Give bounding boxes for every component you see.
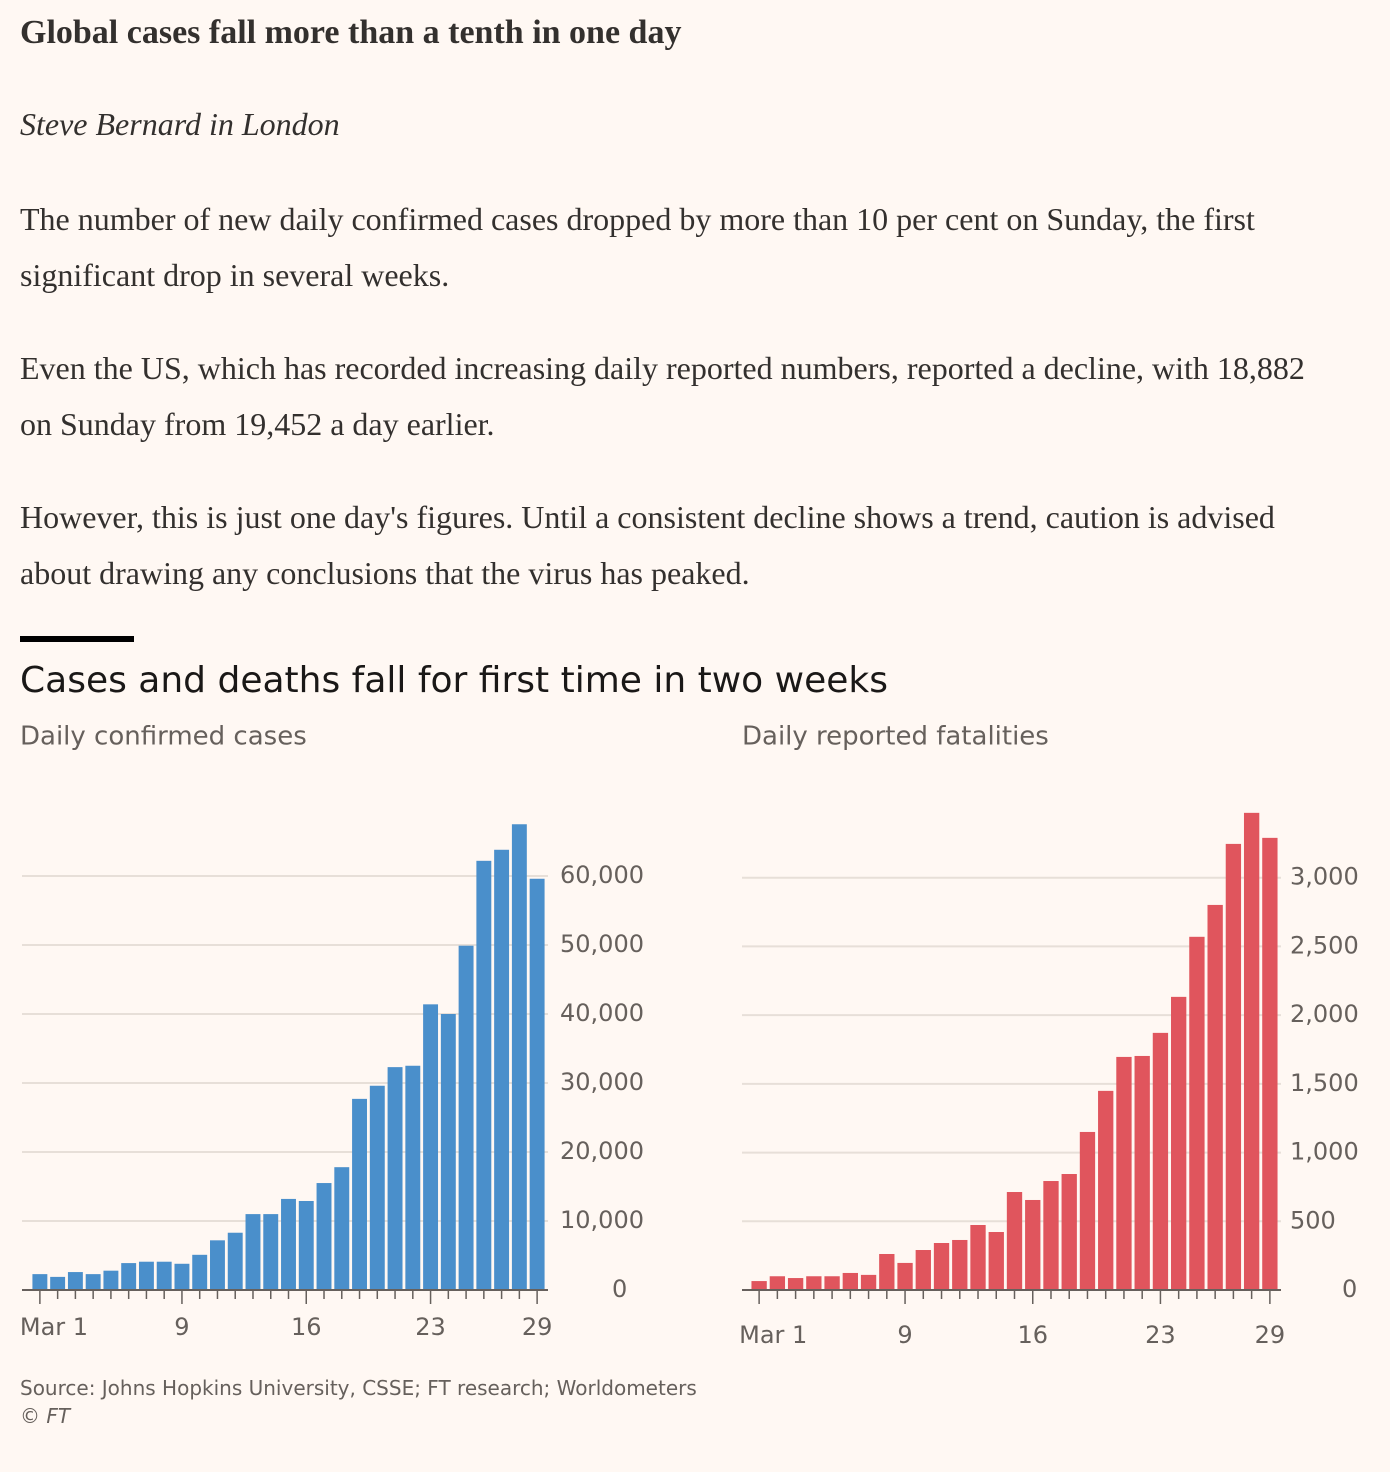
figure-title: Cases and deaths fall for first time in … (20, 660, 888, 701)
bar (32, 1274, 48, 1290)
bar (494, 849, 510, 1290)
bar (103, 1270, 119, 1290)
x-tick-label: 16 (1017, 1321, 1048, 1349)
bar (933, 1242, 950, 1290)
bar (387, 1067, 403, 1290)
bar (879, 1253, 895, 1290)
bar (1262, 837, 1278, 1290)
y-tick-label: 60,000 (560, 861, 644, 889)
bar (85, 1274, 101, 1290)
bar (281, 1198, 296, 1290)
y-tick-label: 10,000 (560, 1206, 644, 1234)
x-tick-label: 23 (1145, 1321, 1176, 1349)
bar (897, 1262, 913, 1290)
bar (50, 1276, 66, 1290)
bar (405, 1065, 421, 1290)
bar (1098, 1090, 1114, 1290)
bar (806, 1276, 822, 1290)
bar (1025, 1199, 1041, 1290)
bar (1225, 843, 1242, 1290)
bar (263, 1214, 279, 1290)
bar (227, 1232, 243, 1290)
bar (915, 1250, 931, 1290)
x-tick-label: 29 (1255, 1321, 1286, 1349)
bar (1134, 1055, 1150, 1290)
y-tick-label: 500 (1290, 1206, 1336, 1234)
bar (316, 1183, 332, 1290)
bar (192, 1254, 208, 1290)
y-tick-label: 1,500 (1290, 1069, 1359, 1097)
bar (1152, 1032, 1169, 1290)
y-tick-label: 3,000 (1290, 863, 1359, 891)
bar (511, 824, 527, 1290)
x-tick-label: 9 (174, 1313, 189, 1341)
source-text: Source: Johns Hopkins University, CSSE; … (20, 1376, 697, 1400)
headline: Global cases fall more than a tenth in o… (20, 14, 682, 51)
bar (1043, 1181, 1059, 1290)
bar (529, 878, 545, 1290)
source: Source: Johns Hopkins University, CSSE; … (20, 1374, 697, 1430)
bar (476, 860, 492, 1290)
x-tick-label: 29 (522, 1313, 553, 1341)
bar (842, 1272, 858, 1290)
bar (138, 1261, 154, 1290)
bar (245, 1214, 261, 1290)
bar (67, 1272, 83, 1290)
bar (1079, 1131, 1096, 1290)
bar (298, 1200, 314, 1290)
bar (423, 1004, 439, 1290)
y-tick-label: 30,000 (560, 1068, 644, 1096)
chart-subtitle: Daily reported fatalities (742, 722, 1049, 752)
bar (1061, 1174, 1077, 1290)
y-tick-label: 2,000 (1290, 1000, 1359, 1028)
paragraph: Even the US, which has recorded increasi… (20, 350, 1305, 442)
paragraph: The number of new daily confirmed cases … (20, 201, 1255, 293)
y-tick-label: 0 (1342, 1275, 1357, 1303)
bar (121, 1263, 137, 1290)
bar (210, 1240, 225, 1290)
credit: © FT (20, 1404, 71, 1428)
byline: Steve Bernard in London (20, 106, 340, 142)
chart-subtitle: Daily confirmed cases (20, 722, 307, 752)
y-tick-label: 0 (612, 1275, 627, 1303)
bar (787, 1278, 804, 1290)
bar (988, 1232, 1004, 1290)
x-tick-label: 16 (291, 1313, 322, 1341)
bar (352, 1098, 367, 1290)
bar (174, 1263, 190, 1290)
bar (824, 1276, 840, 1290)
x-tick-label: 9 (897, 1321, 912, 1349)
figure-rule (20, 636, 134, 642)
y-tick-label: 40,000 (560, 999, 644, 1027)
paragraph: However, this is just one day's figures.… (20, 499, 1275, 591)
bar (1116, 1056, 1132, 1290)
bar (1243, 812, 1260, 1290)
bar (1006, 1192, 1023, 1290)
x-tick-label: 23 (415, 1313, 446, 1341)
y-tick-label: 2,500 (1290, 931, 1359, 959)
x-tick-label: Mar 1 (739, 1321, 807, 1349)
bar (860, 1274, 877, 1290)
bar (334, 1167, 350, 1290)
bar (1171, 996, 1187, 1290)
bar (1189, 936, 1205, 1290)
bar (458, 945, 474, 1290)
bar (156, 1261, 172, 1290)
bar (1207, 904, 1223, 1290)
bar (751, 1281, 767, 1290)
bar (369, 1085, 385, 1290)
bar (970, 1224, 986, 1290)
bar (952, 1239, 968, 1290)
bar (769, 1276, 786, 1290)
bar (440, 1014, 456, 1290)
x-tick-label: Mar 1 (20, 1313, 88, 1341)
y-tick-label: 50,000 (560, 930, 644, 958)
y-tick-label: 1,000 (1290, 1138, 1359, 1166)
y-tick-label: 20,000 (560, 1137, 644, 1165)
